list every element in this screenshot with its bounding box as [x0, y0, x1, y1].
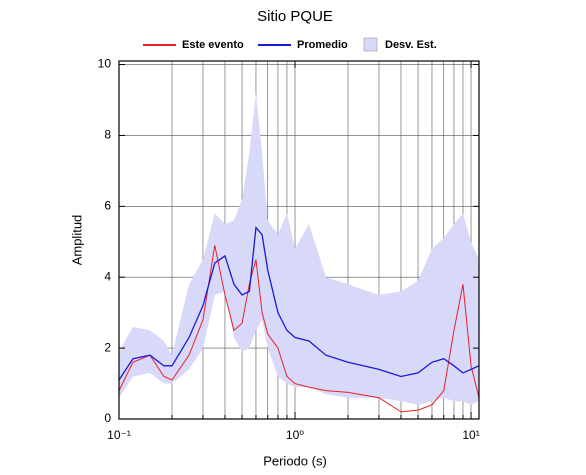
chart-title: Sitio PQUE — [257, 8, 333, 25]
y-tick-label: 4 — [104, 269, 111, 283]
legend: Este evento Promedio Desv. Est. — [143, 37, 437, 52]
y-tick-label: 8 — [104, 128, 111, 142]
y-tick-label: 2 — [104, 340, 111, 354]
legend-label: Desv. Est. — [385, 39, 437, 51]
legend-label: Este evento — [182, 39, 244, 51]
y-tick-label: 6 — [104, 198, 111, 212]
plot — [118, 92, 480, 413]
legend-label: Promedio — [297, 39, 348, 51]
std-band — [119, 92, 479, 405]
x-axis-label: Periodo (s) — [263, 453, 327, 468]
x-tick-label: 10⁰ — [286, 428, 304, 442]
y-axis-label: Amplitud — [69, 215, 84, 266]
plot-frame — [118, 60, 480, 420]
x-tick-label: 10¹ — [462, 428, 479, 442]
x-tick-label: 10⁻¹ — [107, 428, 131, 442]
line-series — [118, 245, 480, 413]
y-tick-label: 10 — [98, 57, 112, 71]
y-tick-label: 0 — [104, 411, 111, 425]
legend-swatch — [363, 37, 378, 52]
line-series — [118, 226, 480, 381]
